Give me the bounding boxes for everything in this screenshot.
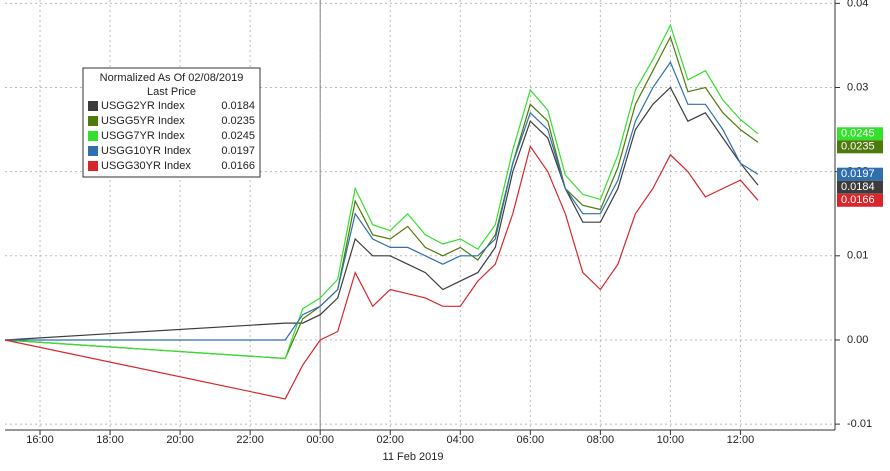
value-tag <box>837 140 883 154</box>
x-tick-label: 20:00 <box>166 434 194 446</box>
series-line <box>4 23 759 360</box>
legend-label: USGG10YR Index <box>101 145 191 157</box>
x-tick-label: 00:00 <box>306 434 334 446</box>
value-tag-label: 0.0184 <box>841 181 875 193</box>
x-tick-label: 12:00 <box>727 434 755 446</box>
legend-value: 0.0235 <box>221 115 255 127</box>
value-tag-label: 0.0235 <box>841 141 875 153</box>
legend-title: Normalized As Of 02/08/2019 <box>100 72 244 84</box>
value-tag <box>837 193 883 207</box>
series-line <box>4 144 759 400</box>
y-tick-label: 0.00 <box>847 334 868 346</box>
x-tick-label: 22:00 <box>236 434 264 446</box>
y-tick-label: -0.01 <box>847 418 872 430</box>
legend-label: USGG2YR Index <box>101 100 185 112</box>
series-line <box>4 86 759 341</box>
legend-swatch <box>88 116 98 126</box>
legend-subtitle: Last Price <box>147 86 196 98</box>
legend-swatch <box>88 161 98 171</box>
value-tag <box>837 127 883 141</box>
value-tag <box>837 167 883 181</box>
legend-label: USGG5YR Index <box>101 115 185 127</box>
legend-value: 0.0166 <box>221 160 255 172</box>
y-tick-label: 0.04 <box>847 0 868 9</box>
legend-swatch <box>88 101 98 111</box>
legend-value: 0.0197 <box>221 145 255 157</box>
x-tick-label: 08:00 <box>587 434 615 446</box>
value-tag-label: 0.0166 <box>841 194 875 206</box>
date-label: 11 Feb 2019 <box>383 451 444 463</box>
x-tick-label: 06:00 <box>517 434 545 446</box>
x-tick-label: 02:00 <box>376 434 404 446</box>
y-tick-label: 0.01 <box>847 250 868 262</box>
series-line <box>5 61 759 341</box>
legend-label: USGG30YR Index <box>101 160 191 172</box>
legend-box <box>82 67 261 178</box>
legend-swatch <box>88 131 98 141</box>
x-tick-label: 10:00 <box>657 434 685 446</box>
value-tag-label: 0.0245 <box>841 128 875 140</box>
legend-value: 0.0245 <box>221 130 255 142</box>
legend-value: 0.0184 <box>221 100 255 112</box>
legend-swatch <box>88 146 98 156</box>
value-tag <box>837 180 883 194</box>
legend: Normalized As Of 02/08/2019 Last Price USG… <box>82 67 261 178</box>
x-tick-label: 18:00 <box>96 434 124 446</box>
x-tick-label: 04:00 <box>447 434 475 446</box>
legend-label: USGG7YR Index <box>101 130 185 142</box>
y-tick-label: 0.03 <box>847 81 868 93</box>
value-tag-label: 0.0197 <box>841 168 875 180</box>
x-tick-label: 16:00 <box>26 434 54 446</box>
